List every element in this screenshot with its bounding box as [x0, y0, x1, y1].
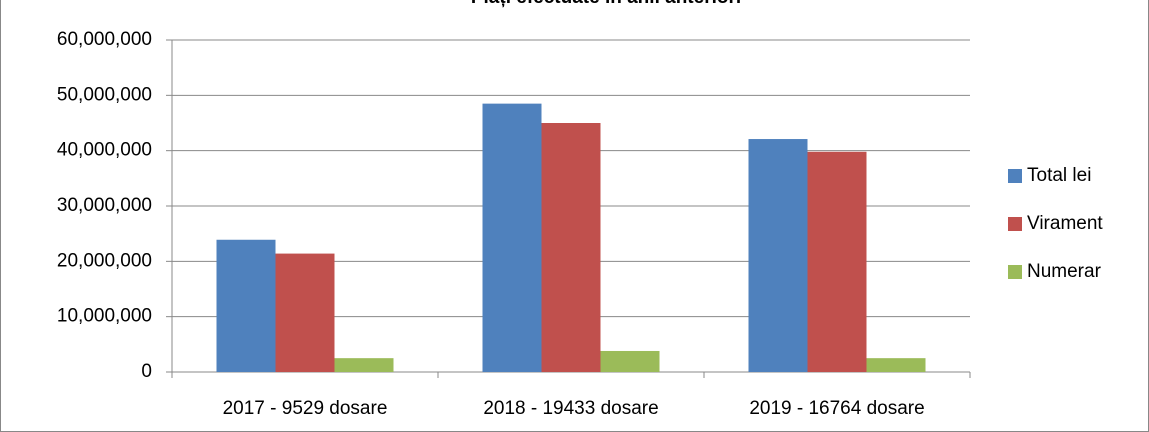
x-tick-label: 2017 - 9529 dosare — [223, 398, 388, 419]
chart-title: Plăți efectuate în anii anteriori — [471, 0, 741, 8]
bar — [807, 151, 867, 372]
bar — [334, 358, 394, 372]
bar — [748, 139, 808, 372]
y-tick-label: 40,000,000 — [57, 140, 152, 161]
y-tick-label: 0 — [141, 361, 152, 382]
y-tick-label: 60,000,000 — [57, 29, 152, 50]
bar — [541, 123, 601, 372]
legend-label: Total lei — [1027, 165, 1091, 186]
y-tick-label: 30,000,000 — [57, 195, 152, 216]
y-tick-label: 10,000,000 — [57, 306, 152, 327]
legend-swatch — [1008, 217, 1022, 231]
bar — [275, 253, 335, 372]
legend-label: Virament — [1027, 213, 1103, 234]
bar — [482, 103, 542, 372]
bar — [600, 350, 660, 372]
bar — [866, 358, 926, 372]
legend-label: Numerar — [1027, 261, 1102, 282]
y-tick-label: 20,000,000 — [57, 250, 152, 271]
x-tick-label: 2018 - 19433 dosare — [483, 398, 658, 419]
bar — [216, 239, 276, 372]
legend-swatch — [1008, 265, 1022, 279]
y-tick-label: 50,000,000 — [57, 84, 152, 105]
x-tick-label: 2019 - 16764 dosare — [749, 398, 924, 419]
legend-swatch — [1008, 169, 1022, 183]
